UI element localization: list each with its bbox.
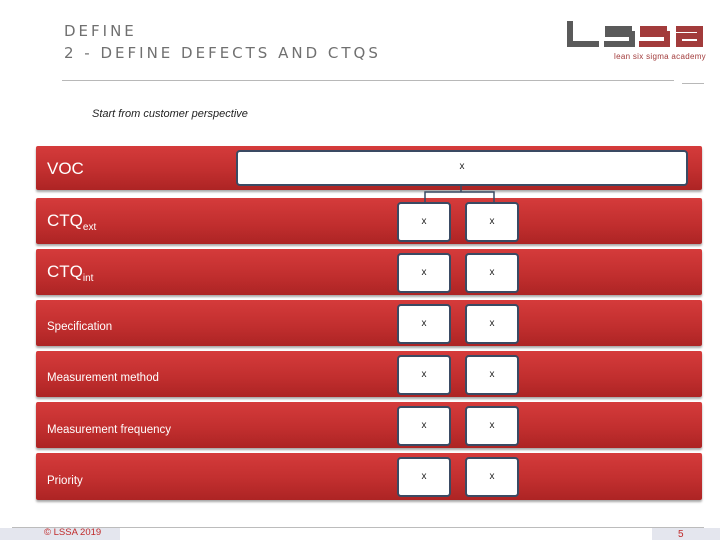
voc-box: x	[236, 150, 688, 186]
measurement-method-row: Measurement method x x	[36, 351, 702, 397]
measurement-method-cell-2: x	[465, 355, 519, 395]
priority-cell-2: x	[465, 457, 519, 497]
priority-row: Priority x x	[36, 453, 702, 500]
ctq-int-row: CTQint x x	[36, 249, 702, 295]
specification-cell-2: x	[465, 304, 519, 344]
lssa-logo: lean six sigma academy	[566, 20, 706, 66]
measurement-frequency-cell-2: x	[465, 406, 519, 446]
ctq-ext-label: CTQext	[47, 211, 96, 233]
specification-label: Specification	[47, 321, 113, 333]
subtitle: Start from customer perspective	[92, 108, 248, 120]
lssa-logo-mark	[567, 21, 703, 47]
priority-cell-1: x	[397, 457, 451, 497]
ctq-ext-cell-2: x	[465, 202, 519, 242]
measurement-frequency-row: Measurement frequency x x	[36, 402, 702, 448]
header-divider-tick	[682, 83, 704, 84]
ctq-ext-label-main: CTQ	[47, 211, 83, 230]
voc-value: x	[459, 161, 465, 172]
logo-subtitle: lean six sigma academy	[614, 52, 706, 61]
header-divider	[62, 80, 674, 81]
measurement-method-label: Measurement method	[47, 372, 159, 384]
page-number: 5	[678, 529, 684, 540]
header-title-line1: DEFINE	[64, 22, 137, 40]
specification-row: Specification x x	[36, 300, 702, 346]
measurement-method-cell-1: x	[397, 355, 451, 395]
header-title-line2: 2 - DEFINE DEFECTS AND CTQS	[64, 44, 381, 62]
ctq-int-label-main: CTQ	[47, 262, 83, 281]
copyright: © LSSA 2019	[44, 527, 102, 538]
ctq-ext-cell-1: x	[397, 202, 451, 242]
footer-divider	[12, 527, 704, 528]
ctq-int-label: CTQint	[47, 262, 93, 284]
header-title: DEFINE 2 - DEFINE DEFECTS AND CTQS	[64, 20, 381, 64]
specification-cell-1: x	[397, 304, 451, 344]
ctq-ext-label-sub: ext	[82, 222, 97, 233]
footer-right-band	[652, 528, 720, 540]
ctq-int-cell-1: x	[397, 253, 451, 293]
ctq-int-cell-2: x	[465, 253, 519, 293]
voc-row: VOC x	[36, 146, 702, 190]
measurement-frequency-label: Measurement frequency	[47, 424, 172, 436]
priority-label: Priority	[47, 475, 83, 487]
measurement-frequency-cell-1: x	[397, 406, 451, 446]
ctq-ext-row: CTQext x x	[36, 198, 702, 244]
ctq-int-label-sub: int	[82, 273, 94, 284]
footer-left-band	[0, 528, 120, 540]
voc-label: VOC	[47, 159, 84, 178]
